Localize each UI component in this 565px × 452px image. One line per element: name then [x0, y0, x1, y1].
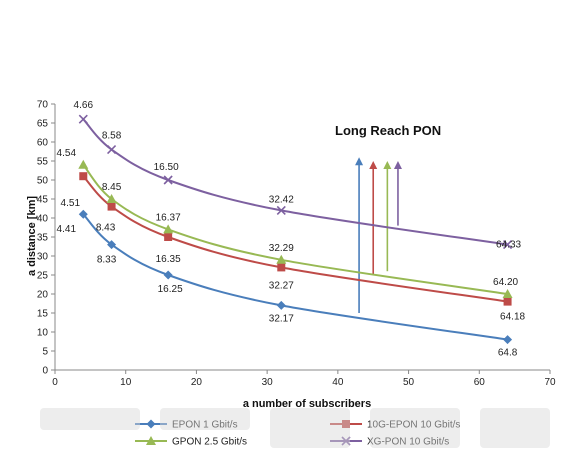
y-tick-label: 40: [37, 214, 49, 225]
y-tick-label: 15: [37, 309, 49, 320]
data-label: 4.66: [74, 100, 94, 111]
data-label: 8.33: [97, 255, 117, 266]
data-label: 16.25: [158, 284, 183, 295]
data-point: [79, 172, 88, 181]
data-point: [164, 233, 173, 241]
y-tick-label: 25: [37, 271, 49, 282]
data-label: 8.58: [102, 131, 122, 142]
data-point: [78, 209, 88, 219]
marker-stroke: [78, 114, 88, 124]
axes: 0 10 20 30 40 50 60 70 0 5 10 15 20 25 30 35 40 45 50 55 60 6…: [37, 100, 556, 389]
data-label: 32.42: [269, 194, 294, 205]
y-tick-label: 60: [37, 138, 49, 149]
y-tick-label: 70: [37, 100, 49, 111]
data-point: [163, 224, 174, 234]
data-point: [502, 289, 513, 298]
legend-entry: 10G-EPON 10 Gbit/s: [367, 420, 460, 431]
data-label: 8.45: [102, 182, 122, 193]
data-label: 4.51: [61, 198, 81, 209]
data-label: 64.18: [500, 312, 525, 323]
x-tick-label: 60: [474, 377, 486, 388]
data-label: 64.8: [498, 348, 518, 359]
x-tick-label: 50: [403, 377, 415, 388]
legend-marker: [342, 420, 350, 428]
legend-entry: EPON 1 Gbit/s: [172, 420, 238, 431]
data-label: 4.41: [57, 224, 77, 235]
data-label: 32.27: [269, 280, 294, 291]
data-label: 8.43: [96, 223, 116, 234]
data-point: [276, 254, 287, 264]
legend-marker: [146, 419, 156, 429]
marker-stroke: [107, 145, 117, 155]
data-label: 32.29: [269, 243, 294, 254]
y-tick-label: 45: [37, 195, 49, 206]
data-point: [163, 270, 173, 280]
marker-stroke: [503, 240, 513, 250]
data-label: 64.33: [496, 240, 521, 251]
arrow-head: [393, 161, 402, 169]
data-point: [503, 335, 513, 345]
y-tick-label: 55: [37, 157, 49, 168]
data-point: [163, 175, 173, 185]
x-tick-label: 70: [544, 377, 556, 388]
x-axis-label: a number of subscribers: [243, 398, 371, 410]
marker-stroke: [341, 436, 351, 446]
data-label: 16.35: [156, 254, 181, 265]
legend-marker: [341, 436, 351, 446]
data-point: [78, 159, 89, 169]
y-tick-label: 65: [37, 119, 49, 130]
arrows: [355, 157, 402, 313]
data-label: 16.50: [154, 162, 179, 173]
legend-entry: XG-PON 10 Gbit/s: [367, 437, 449, 448]
data-label: 64.20: [493, 277, 518, 288]
data-point: [107, 240, 117, 250]
marker-stroke: [163, 175, 173, 185]
x-tick-label: 30: [262, 377, 274, 388]
x-tick-label: 0: [52, 377, 58, 388]
y-tick-label: 30: [37, 252, 49, 263]
data-point: [107, 145, 117, 155]
data-point: [276, 300, 286, 310]
y-tick-label: 50: [37, 176, 49, 187]
x-tick-label: 20: [191, 377, 203, 388]
y-tick-label: 20: [37, 290, 49, 301]
y-tick-label: 35: [37, 233, 49, 244]
legend-marker: [146, 436, 156, 445]
legend-entry: GPON 2.5 Gbit/s: [172, 437, 247, 448]
data-label: 16.37: [156, 212, 181, 223]
arrow-head: [383, 161, 392, 169]
x-tick-label: 40: [332, 377, 344, 388]
y-tick-label: 0: [42, 366, 48, 377]
data-label: 4.54: [57, 148, 77, 159]
series: [78, 114, 513, 345]
legend: EPON 1 Gbit/s 10G-EPON 10 Gbit/s GPON 2.5 …: [135, 419, 460, 448]
marker-stroke: [276, 205, 286, 215]
data-label: 32.17: [269, 313, 294, 324]
y-axis-label: a distance [km]: [26, 196, 38, 276]
y-tick-label: 5: [42, 347, 48, 358]
data-point: [503, 297, 512, 306]
data-point: [277, 263, 286, 272]
data-labels: 4.41 8.33 16.25 32.17 64.8 4.51 8.43 16.35 32.27…: [57, 100, 526, 358]
arrow-head: [369, 161, 378, 169]
long-reach-annotation: Long Reach PON: [335, 123, 441, 138]
data-point: [503, 240, 513, 250]
data-point: [107, 202, 116, 211]
arrow-head: [355, 157, 364, 166]
y-tick-label: 10: [37, 328, 49, 339]
x-tick-label: 10: [120, 377, 132, 388]
data-point: [78, 114, 88, 124]
data-point: [106, 194, 117, 203]
data-point: [276, 205, 286, 215]
